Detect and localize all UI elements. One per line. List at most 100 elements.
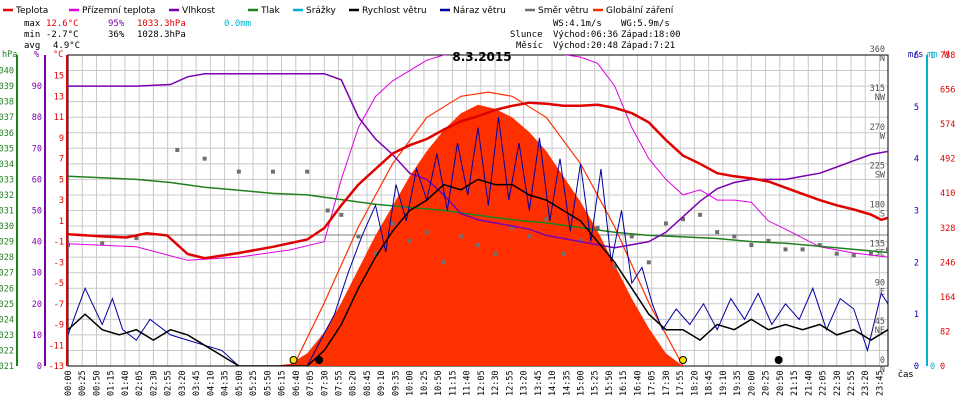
stat-min-label: min <box>24 30 40 40</box>
hPa-tick: 1036 <box>0 129 14 139</box>
wind-dir-tick: 0 <box>880 356 885 366</box>
wind-dir-point <box>407 238 412 243</box>
w-tick: 82 <box>940 327 950 337</box>
x-tick: 15:00 <box>577 370 587 396</box>
wind-dir-point <box>834 251 839 256</box>
x-tick: 05:25 <box>249 370 259 396</box>
stat-avg-label: avg <box>24 41 40 51</box>
x-tick: 04:10 <box>206 370 216 396</box>
w-tick: 164 <box>940 293 955 303</box>
wind-dir-label: SW <box>875 171 886 181</box>
stat-min-temp: -2.7°C <box>46 30 79 40</box>
celsius-tick: 13 <box>54 92 64 102</box>
w-tick: 410 <box>940 189 955 199</box>
wind-dir-point <box>356 234 361 239</box>
wind-speed-line <box>68 178 888 366</box>
legend-label: Rychlost větru <box>362 6 427 16</box>
wind-dir-point <box>424 230 429 235</box>
x-tick: 00:25 <box>78 370 88 396</box>
wind-dir-label: S <box>880 210 885 220</box>
x-tick: 05:00 <box>235 370 245 396</box>
percent-axis-label: % <box>34 50 39 60</box>
statistics-panel: max 12.6°C 95% 1033.3hPa 0.0mm min -2.7°… <box>24 19 251 51</box>
x-tick: 22:30 <box>833 370 843 396</box>
wind-gust-max: WG:5.9m/s <box>621 19 670 29</box>
x-tick: 03:20 <box>178 370 188 396</box>
moon-label: Měsíc <box>516 41 543 51</box>
x-tick: 17:30 <box>662 370 672 396</box>
x-tick: 11:40 <box>463 370 473 396</box>
hPa-tick: 1035 <box>0 144 14 154</box>
legend-label: Srážky <box>306 6 337 16</box>
stat-min-pressure: 1028.3hPa <box>137 30 186 40</box>
celsius-tick: 7 <box>59 155 64 165</box>
legend-label: Globální záření <box>606 6 674 16</box>
celsius-tick: 9 <box>59 134 64 144</box>
x-tick: 20:00 <box>747 370 757 396</box>
wind-dir-label: NE <box>875 326 885 336</box>
x-tick: 12:05 <box>477 370 487 396</box>
celsius-tick: -11 <box>49 341 64 351</box>
x-tick: 06:15 <box>278 370 288 396</box>
legend: Teplota Přízemní teplota Vlhkost Tlak Srážky… <box>3 6 674 16</box>
x-tick: 17:05 <box>648 370 658 396</box>
wind-dir-point <box>561 251 566 256</box>
wind-dir-point <box>817 243 822 248</box>
x-tick: 02:55 <box>164 370 174 396</box>
wind-dir-point <box>698 212 703 217</box>
hPa-tick: 1021 <box>0 362 14 372</box>
wind-dir-tick: 90 <box>875 278 885 288</box>
x-tick: 06:40 <box>292 370 302 396</box>
wind-dir-point <box>202 156 207 161</box>
wind-dir-label: N <box>880 365 885 375</box>
wind-dir-point <box>663 221 668 226</box>
x-tick: 22:55 <box>847 370 857 396</box>
sun-label: Slunce <box>510 30 543 40</box>
wind-dir-label: SE <box>875 248 885 258</box>
wind-gust-line <box>68 117 888 366</box>
x-tick: 07:05 <box>306 370 316 396</box>
temperature-line <box>68 101 888 260</box>
x-tick: 13:45 <box>534 370 544 396</box>
wind-dir-point <box>868 251 873 256</box>
hPa-tick: 1033 <box>0 175 14 185</box>
celsius-tick: -1 <box>54 238 64 248</box>
wind-dir-tick: 45 <box>875 317 885 327</box>
wind-dir-point <box>732 234 737 239</box>
sun-moon-panel: WS:4.1m/s WG:5.9m/s Slunce Východ:06:36 … <box>510 19 681 51</box>
celsius-tick: 11 <box>54 113 64 123</box>
wind-dir-tick: 270 <box>870 123 885 133</box>
legend-label: Náraz větru <box>453 6 506 16</box>
celsius-tick: -7 <box>54 300 64 310</box>
wind-dir-point <box>783 247 788 252</box>
celsius-tick: 15 <box>54 72 64 82</box>
percent-tick: 40 <box>32 238 42 248</box>
percent-tick: 10 <box>32 331 42 341</box>
legend-label: Teplota <box>15 6 48 16</box>
wind-dir-point <box>390 221 395 226</box>
hPa-tick: 1039 <box>0 82 14 92</box>
wind-dir-tick: 360 <box>870 45 885 55</box>
percent-tick: 90 <box>32 82 42 92</box>
stat-max-humidity: 95% <box>108 19 125 29</box>
stat-max-label: max <box>24 19 41 29</box>
moonrise-marker <box>774 356 783 364</box>
x-tick: 16:40 <box>633 370 643 396</box>
wind-dir-point <box>612 264 617 269</box>
wind-dir-point <box>325 208 330 213</box>
x-tick: 09:10 <box>377 370 387 396</box>
w-tick: 492 <box>940 155 955 165</box>
wind-dir-point <box>458 234 463 239</box>
wind-dir-point <box>339 212 344 217</box>
wind-dir-point <box>800 247 805 252</box>
chart-title: 8.3.2015 <box>452 50 511 64</box>
wind-dir-point <box>578 238 583 243</box>
wind-speed-avg: WS:4.1m/s <box>553 19 602 29</box>
w-tick: 656 <box>940 86 955 96</box>
x-tick: 00:50 <box>92 370 102 396</box>
legend-label: Vlhkost <box>182 6 215 16</box>
ms-tick: 0 <box>914 362 919 372</box>
legend-label: Přízemní teplota <box>82 6 155 16</box>
